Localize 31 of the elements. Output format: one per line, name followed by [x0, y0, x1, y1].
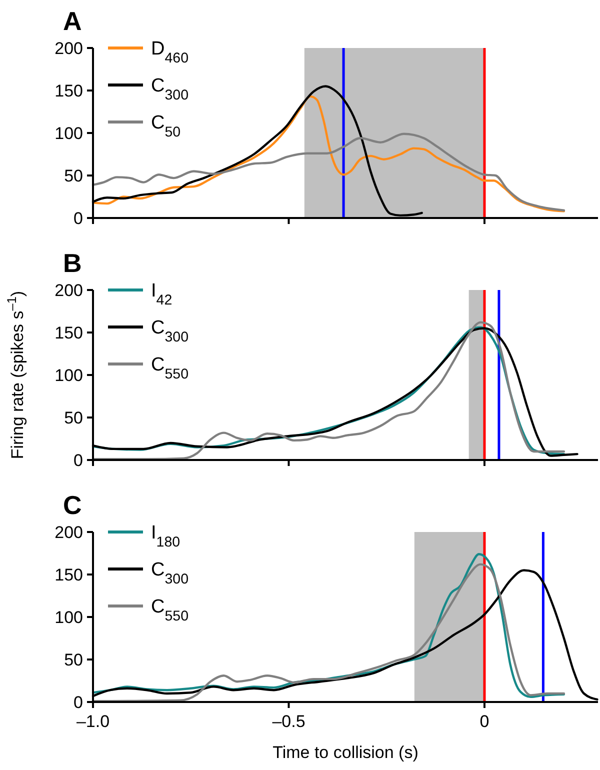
legend-label: C$_{300}$ — [151, 76, 189, 104]
y-tick-label: 150 — [54, 81, 83, 100]
legend-label: D$_{460}$ — [151, 38, 189, 67]
y-tick-label: 150 — [54, 565, 83, 584]
y-tick-label: 50 — [64, 408, 83, 428]
x-tick-label: –1.0 — [76, 712, 110, 731]
legend-label: C$_{300}$ — [151, 560, 189, 588]
legend-label: I$_{42}$ — [151, 280, 172, 309]
chart-title: B — [63, 248, 82, 278]
y-tick-label: 50 — [64, 650, 83, 670]
legend-label: C$_{50}$ — [151, 112, 181, 141]
legend-label: C$_{550}$ — [151, 354, 189, 383]
y-tick-label: 0 — [74, 692, 83, 712]
legend-label: C$_{300}$ — [151, 318, 189, 346]
y-tick-label: 100 — [54, 124, 83, 143]
y-tick-label: 150 — [54, 323, 83, 342]
legend-label: C$_{550}$ — [151, 596, 189, 625]
chart-title: A — [63, 6, 82, 36]
x-axis-title: Time to collision (s) — [272, 743, 418, 762]
legend-label: I$_{180}$ — [151, 522, 180, 551]
y-tick-label: 200 — [54, 38, 83, 58]
y-tick-label: 50 — [64, 166, 83, 186]
y-tick-label: 0 — [74, 450, 83, 470]
y-tick-label: 0 — [74, 208, 83, 228]
x-tick-label: 0 — [480, 712, 490, 731]
y-tick-label: 100 — [54, 366, 83, 385]
y-tick-label: 100 — [54, 608, 83, 627]
y-tick-label: 200 — [54, 522, 83, 542]
y-tick-label: 200 — [54, 280, 83, 300]
chart-title: C — [63, 490, 82, 520]
x-tick-label: –0.5 — [272, 712, 306, 731]
